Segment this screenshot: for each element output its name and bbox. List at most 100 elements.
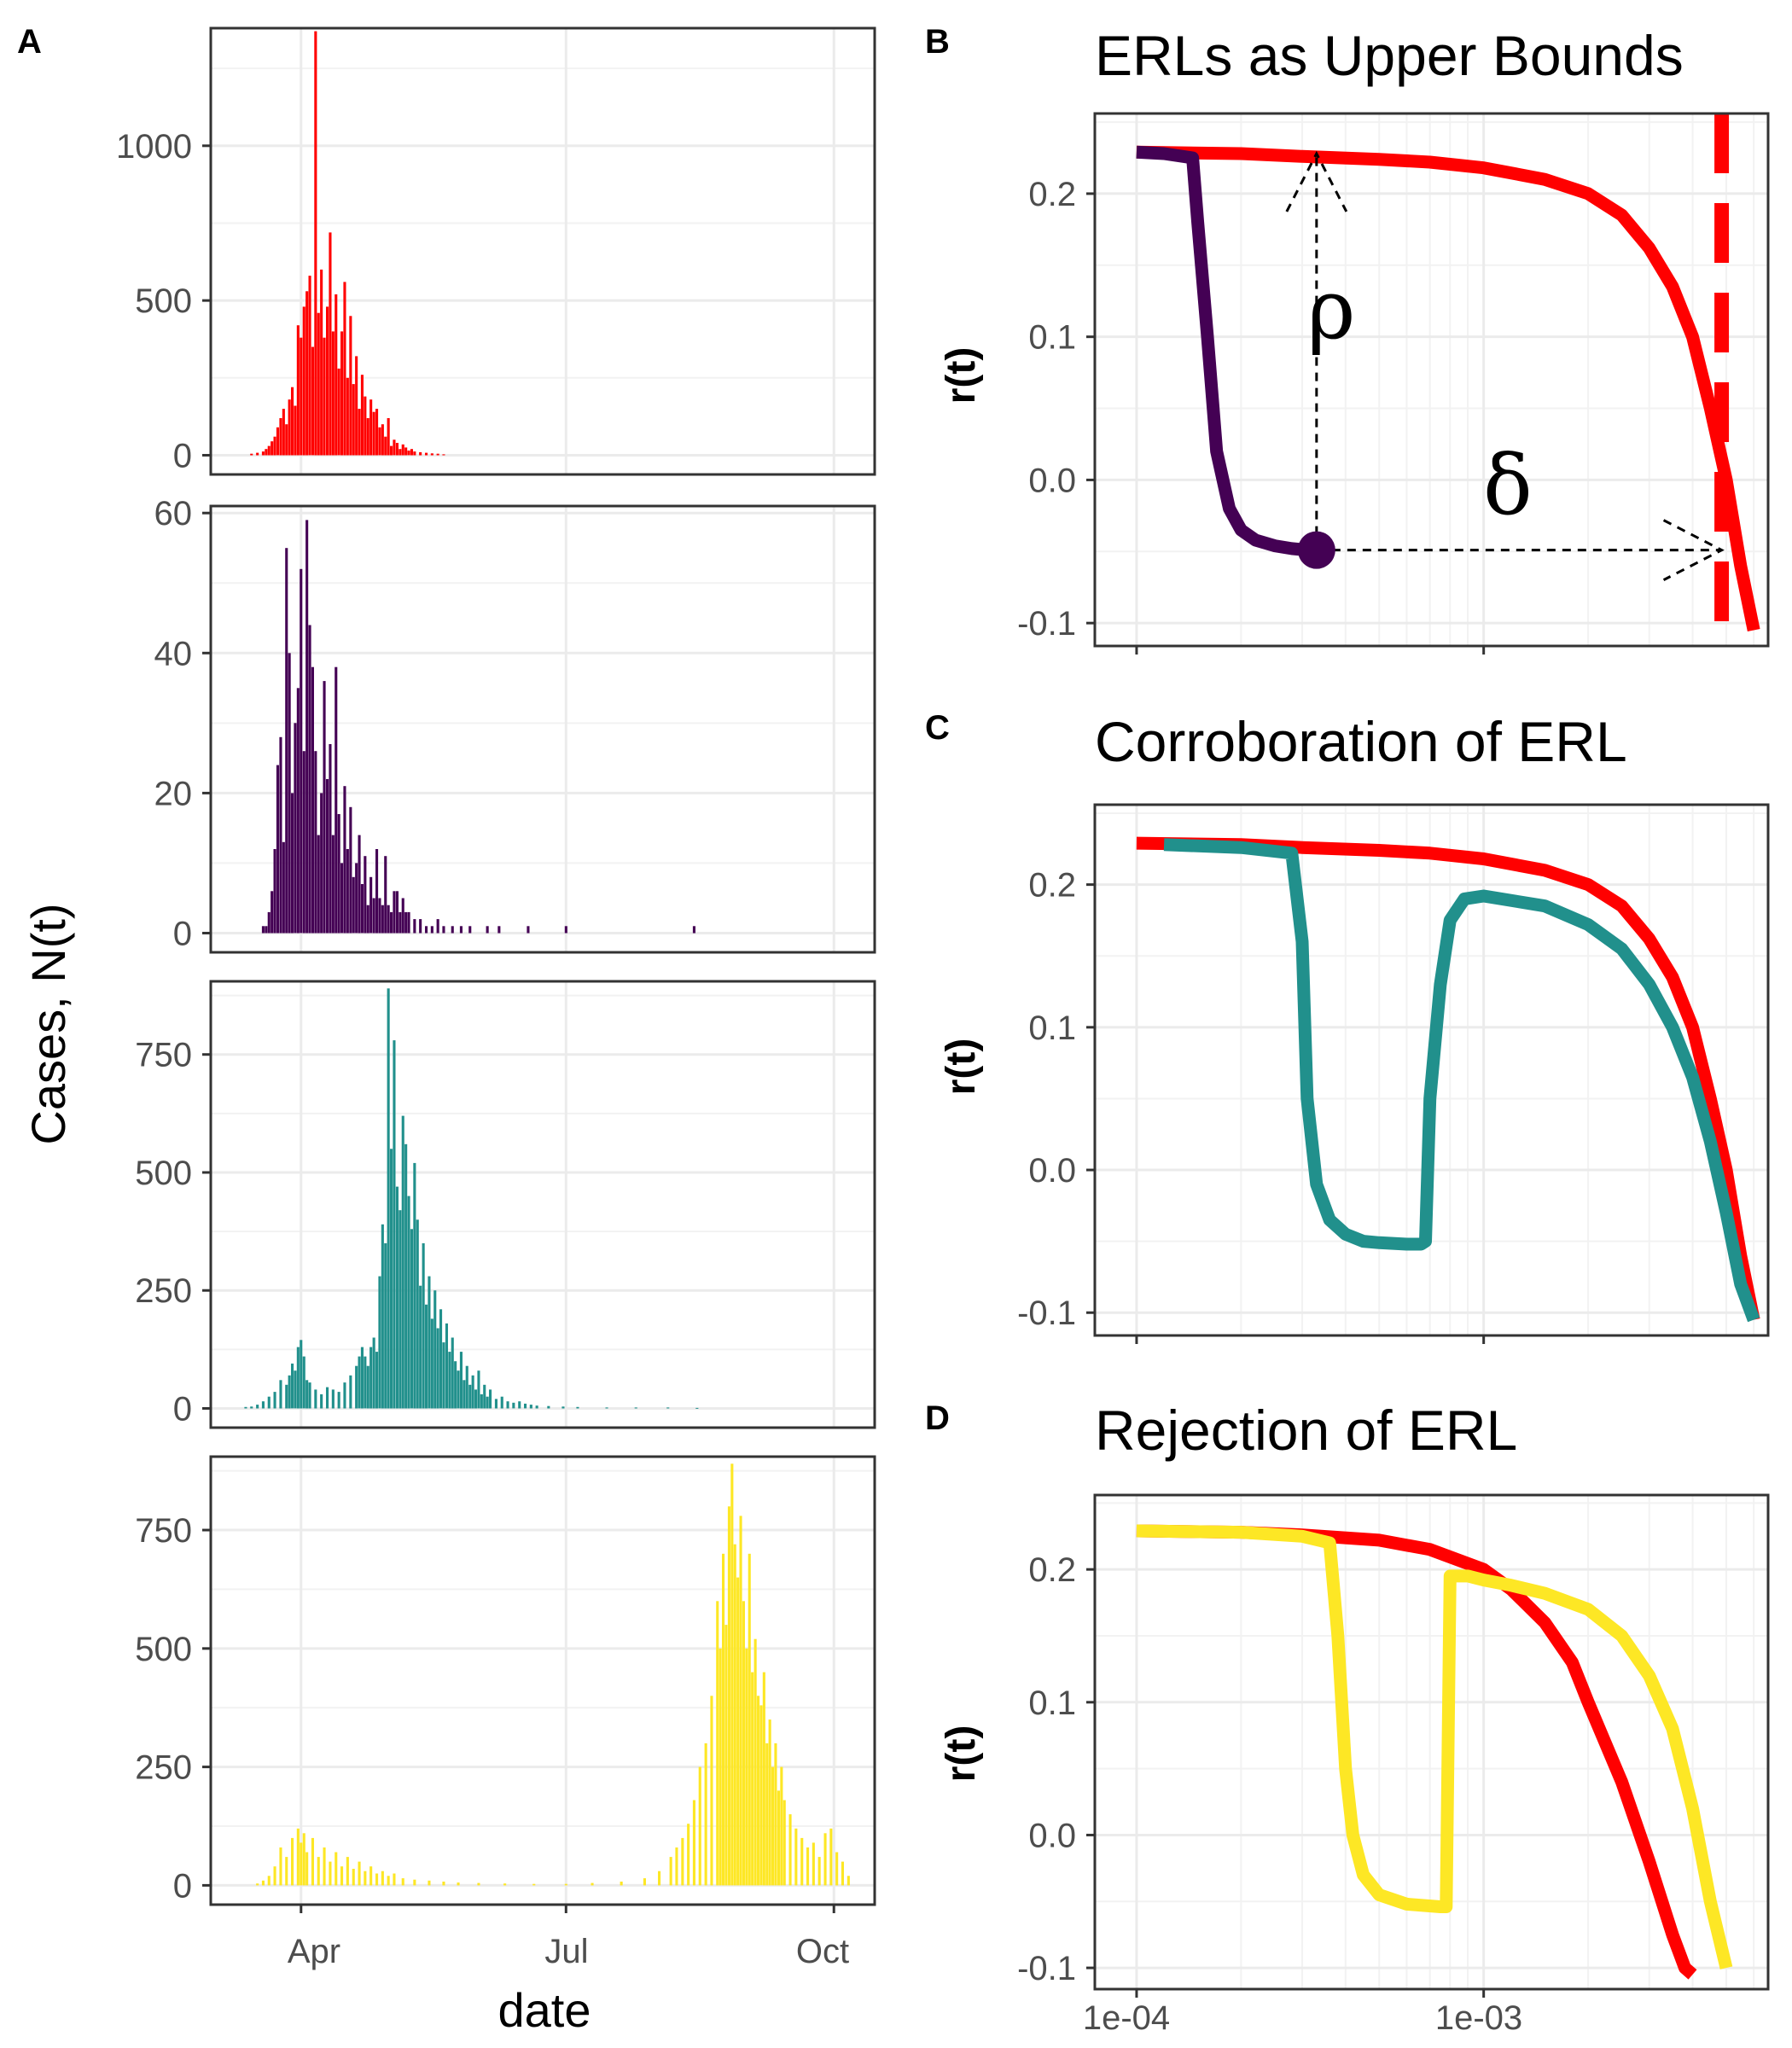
- case-bar: [506, 1401, 509, 1409]
- case-bar: [323, 681, 326, 934]
- y-tick-label: 0.0: [1028, 1152, 1076, 1190]
- y-tick-label: 0.0: [1028, 462, 1076, 499]
- case-bar: [442, 1882, 445, 1886]
- case-bar: [687, 1824, 690, 1886]
- case-bar: [267, 911, 271, 934]
- case-bar: [451, 926, 454, 934]
- case-bar: [442, 1342, 445, 1409]
- case-bar: [261, 451, 265, 456]
- case-bar: [433, 1290, 437, 1409]
- case-bar: [407, 911, 410, 934]
- case-bar: [378, 898, 381, 934]
- case-bar: [326, 306, 329, 456]
- plot-layer: 050010000204060025050075002505007500.20.…: [116, 26, 1770, 1998]
- case-bar: [358, 409, 361, 456]
- case-bar: [419, 1285, 422, 1409]
- case-bar: [742, 1601, 745, 1886]
- case-bar: [273, 849, 276, 934]
- case-bar: [724, 1625, 728, 1886]
- case-bar: [457, 1370, 460, 1409]
- case-bar: [261, 1880, 265, 1886]
- case-bar: [366, 418, 369, 456]
- case-bar: [300, 337, 303, 456]
- case-bar: [425, 1304, 428, 1409]
- y-tick-label: 0.0: [1028, 1817, 1076, 1854]
- case-bar: [378, 1276, 381, 1409]
- case-bar: [768, 1719, 771, 1886]
- case-bar: [390, 445, 393, 456]
- case-bar: [340, 331, 344, 456]
- case-bar: [675, 1847, 678, 1886]
- case-bar: [302, 1833, 305, 1886]
- case-bar: [355, 356, 358, 456]
- case-bar: [271, 891, 274, 934]
- case-bar: [364, 856, 367, 934]
- case-bar: [387, 988, 390, 1409]
- date-tick-oct: Oct: [796, 1933, 849, 1970]
- case-bar: [774, 1743, 777, 1886]
- case-bar: [349, 316, 352, 456]
- case-bar: [759, 1705, 763, 1886]
- min-point: [1297, 531, 1335, 569]
- case-bar: [430, 453, 433, 456]
- case-bar: [349, 1375, 352, 1409]
- panel-b-tag: B: [925, 23, 950, 61]
- case-bar: [291, 793, 294, 934]
- case-bar: [282, 409, 285, 456]
- case-bar: [296, 325, 300, 456]
- case-bar: [291, 387, 294, 456]
- case-bar: [291, 1837, 294, 1886]
- case-bar: [300, 1340, 303, 1409]
- case-bar: [710, 1696, 713, 1886]
- case-bar: [847, 1876, 850, 1886]
- case-bar: [285, 548, 288, 934]
- case-bar: [364, 396, 367, 456]
- case-bar: [445, 1323, 448, 1409]
- log-tick-1e-03: 1e-03: [1435, 1999, 1522, 2037]
- case-bar: [454, 1361, 457, 1409]
- case-bar: [716, 1601, 719, 1886]
- case-bar: [317, 835, 320, 934]
- case-bar: [404, 911, 408, 934]
- y-tick-label: 0: [173, 1867, 192, 1905]
- case-bar: [471, 1375, 474, 1409]
- case-bar: [410, 449, 413, 456]
- cases-panel-2: 0 20 40 60: [154, 495, 876, 954]
- case-bar: [494, 1399, 497, 1409]
- panel-border: [209, 504, 876, 954]
- case-bar: [762, 1672, 765, 1886]
- case-bar: [439, 1309, 443, 1409]
- ratio-panel-D: 0.2 0.1 0.0 -0.1: [1017, 1493, 1770, 1998]
- y-tick-label: 0.2: [1028, 1551, 1076, 1589]
- case-bar: [381, 424, 384, 456]
- case-bar: [428, 1880, 431, 1886]
- case-bar: [704, 1743, 707, 1886]
- case-bar: [375, 849, 379, 934]
- case-bar: [812, 1842, 815, 1886]
- case-bar: [343, 1382, 346, 1409]
- case-bar: [300, 568, 303, 934]
- case-bar: [416, 1219, 419, 1409]
- case-bar: [748, 1553, 751, 1886]
- case-bar: [331, 331, 335, 456]
- case-bar: [401, 898, 404, 934]
- case-bar: [329, 232, 332, 456]
- panel-c-title: Corroboration of ERL: [1095, 710, 1627, 773]
- case-bar: [337, 1392, 340, 1409]
- case-bar: [250, 453, 253, 456]
- y-tick-label: 500: [135, 1631, 192, 1668]
- case-bar: [395, 1186, 399, 1409]
- y-tick-label: 60: [154, 495, 193, 532]
- case-bar: [387, 905, 390, 934]
- y-tick-label: 500: [135, 282, 192, 320]
- case-bar: [835, 1852, 839, 1886]
- panel-c-y-axis-title: r(t): [939, 1039, 984, 1096]
- case-bar: [413, 1879, 416, 1886]
- case-bar: [800, 1837, 804, 1886]
- case-bar: [360, 884, 364, 934]
- case-bar: [518, 1401, 521, 1409]
- case-bar: [343, 282, 346, 456]
- case-bar: [355, 1365, 358, 1409]
- case-bar: [524, 1403, 527, 1409]
- panel-d-title: Rejection of ERL: [1095, 1399, 1517, 1462]
